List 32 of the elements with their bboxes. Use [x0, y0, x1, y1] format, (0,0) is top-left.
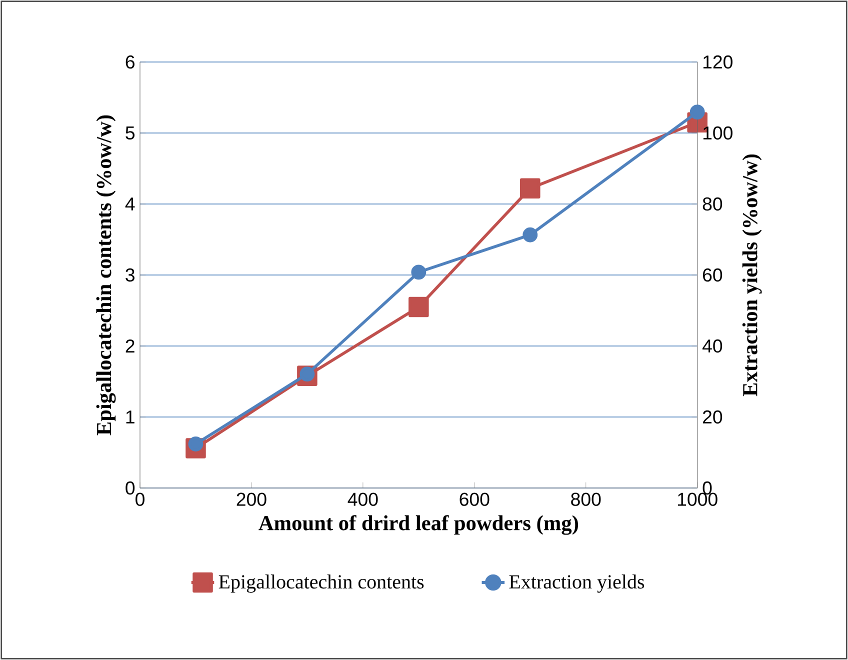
y2-tick-label: 40: [702, 339, 722, 353]
x-tick-label: 400: [348, 492, 378, 506]
point: [690, 104, 705, 120]
y2-axis-title: Extraction yields (%ow/w): [742, 154, 762, 396]
x-axis-title: Amount of drird leaf powders (mg): [258, 515, 578, 535]
y-tick-label: 1: [126, 410, 134, 424]
point: [188, 436, 204, 452]
x-tick-label: 800: [571, 492, 601, 506]
point: [411, 264, 426, 280]
y-tick-label: 0: [126, 481, 135, 495]
x-tick-label: 1000: [678, 492, 718, 506]
y-tick-label: 4: [125, 198, 135, 210]
y-tick-label: 5: [126, 126, 135, 140]
y2-tick-label: 20: [702, 410, 722, 424]
point: [408, 296, 429, 318]
y-tick-label: 2: [126, 339, 134, 353]
y2-tick-label: 0: [702, 481, 712, 495]
point: [300, 366, 315, 382]
y2-tick-label: 60: [702, 268, 722, 282]
y-axis-title: Epigallocatechin contents (%ow/w): [96, 115, 116, 436]
y2-tick-label: 80: [702, 197, 722, 211]
legend-label: Epigallocatechin contents: [218, 574, 424, 593]
y2-tick-label: 100: [703, 126, 732, 140]
x-tick-label: 0: [136, 492, 144, 506]
point: [522, 227, 538, 242]
point: [520, 178, 540, 199]
y-tick-label: 3: [126, 268, 134, 282]
y2-tick-label: 120: [703, 55, 732, 69]
x-tick-label: 200: [236, 492, 266, 506]
y-tick-label: 6: [126, 55, 134, 69]
x-tick-label: 600: [460, 492, 490, 506]
legend-label: Extraction yields: [509, 574, 644, 593]
